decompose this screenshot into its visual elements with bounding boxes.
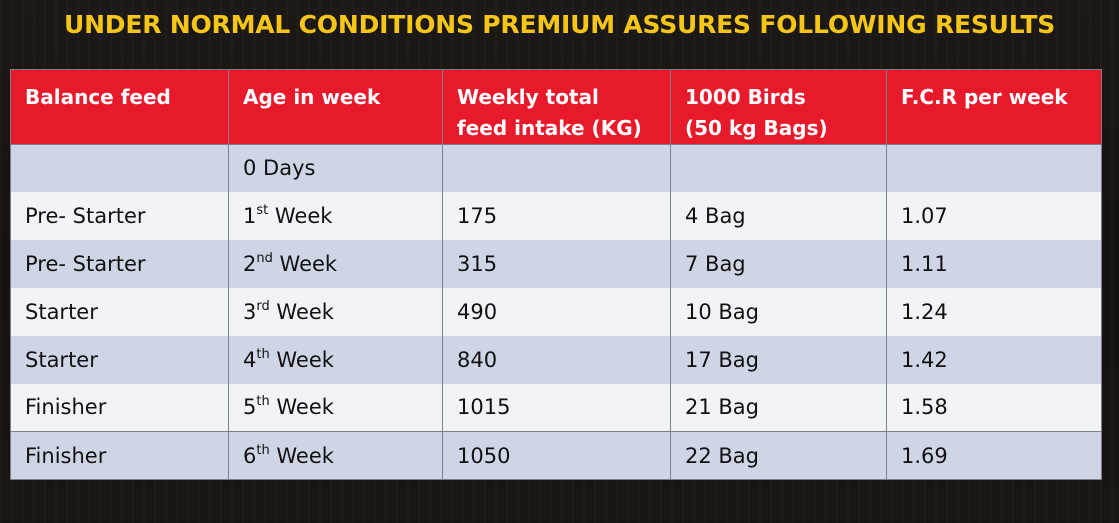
header-fcr-per-week: F.C.R per week (886, 69, 1102, 145)
cell-balance-feed: Starter (10, 335, 229, 384)
table-row: Finisher 6th Week 1050 22 Bag 1.69 (10, 431, 1102, 480)
table-header-row: Balance feed Age in week Weekly total fee… (10, 69, 1102, 145)
cell-bags: 21 Bag (670, 383, 887, 432)
cell-fcr: 1.58 (886, 383, 1102, 432)
cell-balance-feed (10, 144, 229, 192)
cell-age: 5th Week (228, 383, 443, 432)
table-row: Starter 4th Week 840 17 Bag 1.42 (10, 335, 1102, 384)
cell-feed-intake: 490 (442, 287, 671, 336)
cell-balance-feed: Finisher (10, 383, 229, 432)
cell-age: 2nd Week (228, 239, 443, 288)
header-1000-birds: 1000 Birds (50 kg Bags) (670, 69, 887, 145)
cell-feed-intake: 1015 (442, 383, 671, 432)
cell-balance-feed: Pre- Starter (10, 191, 229, 240)
cell-fcr: 1.42 (886, 335, 1102, 384)
cell-feed-intake: 315 (442, 239, 671, 288)
cell-bags: 22 Bag (670, 431, 887, 480)
page-title: UNDER NORMAL CONDITIONS PREMIUM ASSURES … (63, 10, 1056, 39)
cell-bags: 17 Bag (670, 335, 887, 384)
cell-fcr: 1.07 (886, 191, 1102, 240)
header-weekly-total-feed-intake: Weekly total feed intake (KG) (442, 69, 671, 145)
table-row: Pre- Starter 1st Week 175 4 Bag 1.07 (10, 191, 1102, 240)
cell-feed-intake: 175 (442, 191, 671, 240)
cell-bags: 7 Bag (670, 239, 887, 288)
table-row: 0 Days (10, 144, 1102, 192)
cell-age: 6th Week (228, 431, 443, 480)
cell-bags: 10 Bag (670, 287, 887, 336)
table-row: Starter 3rd Week 490 10 Bag 1.24 (10, 287, 1102, 336)
cell-fcr: 1.11 (886, 239, 1102, 288)
cell-age: 1st Week (228, 191, 443, 240)
cell-bags: 4 Bag (670, 191, 887, 240)
cell-balance-feed: Starter (10, 287, 229, 336)
cell-fcr: 1.69 (886, 431, 1102, 480)
cell-feed-intake (442, 144, 671, 192)
table-row: Finisher 5th Week 1015 21 Bag 1.58 (10, 383, 1102, 432)
cell-bags (670, 144, 887, 192)
cell-fcr: 1.24 (886, 287, 1102, 336)
header-balance-feed: Balance feed (10, 69, 229, 145)
cell-age: 0 Days (228, 144, 443, 192)
cell-fcr (886, 144, 1102, 192)
header-age-in-week: Age in week (228, 69, 443, 145)
cell-age: 3rd Week (228, 287, 443, 336)
cell-balance-feed: Pre- Starter (10, 239, 229, 288)
cell-feed-intake: 840 (442, 335, 671, 384)
cell-balance-feed: Finisher (10, 431, 229, 480)
cell-feed-intake: 1050 (442, 431, 671, 480)
table-row: Pre- Starter 2nd Week 315 7 Bag 1.11 (10, 239, 1102, 288)
cell-age: 4th Week (228, 335, 443, 384)
feed-results-table: Balance feed Age in week Weekly total fee… (10, 69, 1102, 480)
